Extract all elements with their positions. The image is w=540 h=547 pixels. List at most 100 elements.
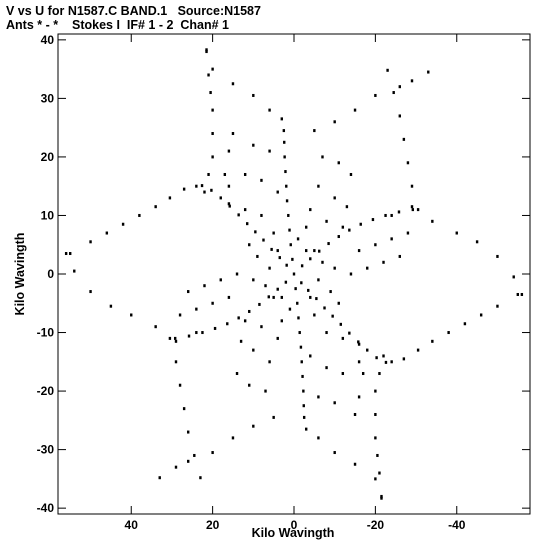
uv-point: [353, 108, 357, 112]
uv-point: [130, 313, 133, 317]
uv-point: [302, 389, 305, 393]
uv-point: [321, 260, 324, 264]
uv-point: [284, 280, 288, 284]
uv-point: [285, 199, 289, 203]
uv-point: [300, 281, 303, 285]
uv-point: [512, 275, 515, 279]
uv-point: [313, 129, 316, 133]
uv-point: [173, 336, 177, 340]
y-tick-label: 10: [41, 208, 55, 222]
uv-point: [211, 301, 214, 305]
uv-point: [398, 114, 401, 118]
uv-point: [386, 68, 389, 72]
uv-point: [276, 287, 279, 291]
uv-point: [268, 266, 271, 270]
uv-point: [309, 208, 312, 212]
uv-point: [447, 331, 450, 335]
uv-point: [327, 242, 330, 246]
uv-point: [431, 339, 434, 343]
uv-point: [280, 319, 283, 323]
uv-point: [239, 339, 243, 343]
uv-point: [402, 137, 406, 141]
uv-point: [380, 496, 383, 500]
uv-point: [182, 407, 186, 411]
uv-point: [195, 184, 198, 188]
uv-point: [410, 79, 414, 83]
uv-point: [231, 436, 235, 440]
uv-point: [374, 243, 377, 247]
uv-point: [199, 476, 202, 480]
x-tick-label: -40: [448, 518, 466, 532]
uv-point: [357, 395, 361, 399]
uv-point: [187, 430, 190, 434]
uv-point: [331, 314, 334, 318]
uv-point: [195, 331, 198, 335]
uv-point: [280, 117, 283, 121]
uv-point: [337, 301, 340, 305]
uv-point: [283, 140, 286, 144]
x-axis: 40 20 0 -20 -40: [125, 34, 466, 532]
uv-point: [309, 354, 312, 358]
x-axis-label: Kilo Wavingth: [252, 526, 335, 540]
uv-point: [341, 225, 345, 229]
uv-point: [243, 172, 247, 176]
uv-point: [366, 266, 369, 270]
uv-point: [353, 412, 357, 416]
uv-point: [287, 213, 290, 217]
uv-point: [109, 304, 113, 308]
uv-point: [349, 272, 353, 276]
uv-point: [272, 295, 275, 299]
uv-point: [318, 249, 321, 253]
uv-point: [89, 240, 92, 244]
uv-point: [302, 415, 306, 419]
uv-point: [154, 205, 157, 209]
uv-point: [174, 360, 178, 364]
uv-point: [374, 93, 377, 97]
uv-point: [252, 143, 255, 147]
uv-point: [270, 247, 273, 251]
uv-point: [390, 360, 393, 364]
uv-point: [375, 356, 378, 360]
uv-point: [282, 129, 286, 133]
uv-point: [272, 415, 275, 419]
uv-point: [69, 252, 72, 256]
uv-point: [475, 240, 479, 244]
uv-point: [105, 231, 109, 235]
uv-point: [300, 264, 304, 268]
uv-point: [207, 172, 210, 176]
x-tick-label: 0: [291, 518, 298, 532]
uv-point: [366, 348, 369, 352]
uv-point: [390, 237, 393, 241]
y-tick-label: -40: [37, 501, 55, 515]
uv-point: [174, 465, 178, 469]
uv-point: [200, 184, 204, 188]
uv-point: [496, 304, 499, 308]
uv-point: [339, 322, 342, 326]
uv-point: [195, 307, 198, 311]
uv-point: [268, 108, 271, 112]
uv-point: [309, 295, 312, 299]
uv-point: [276, 190, 279, 194]
uv-point: [187, 459, 190, 463]
uv-point: [248, 383, 251, 387]
uv-point: [260, 213, 263, 217]
uv-point: [252, 278, 255, 282]
uv-point: [243, 208, 247, 212]
uv-point: [276, 336, 279, 340]
uv-point: [397, 210, 401, 214]
uv-point: [398, 254, 401, 258]
uv-point: [410, 205, 414, 209]
uv-point: [187, 334, 191, 338]
uv-point: [248, 309, 251, 313]
uv-point: [382, 354, 385, 358]
uv-point: [158, 476, 161, 480]
uv-point: [289, 243, 292, 247]
uv-point: [496, 254, 499, 258]
uv-point: [248, 243, 251, 247]
uv-point: [305, 225, 308, 229]
uv-point: [258, 302, 261, 306]
uv-point: [416, 208, 420, 212]
uv-point: [235, 272, 239, 276]
uv-point: [378, 372, 381, 376]
